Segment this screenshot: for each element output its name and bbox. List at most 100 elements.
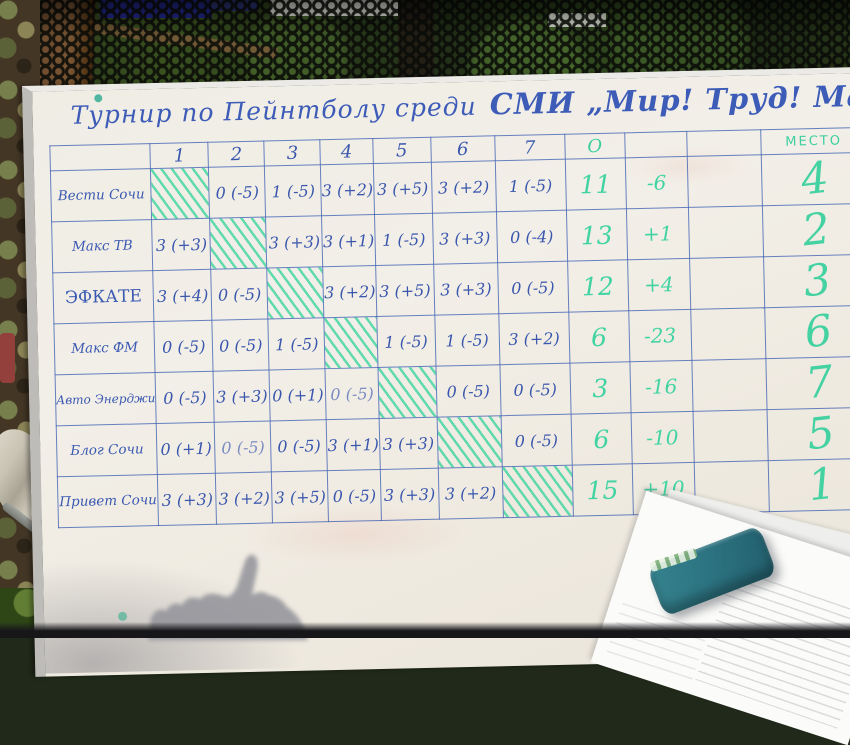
result-cell: 0 (-5)	[270, 419, 328, 472]
place-cell: 6	[764, 305, 850, 359]
result-cell: 3 (+4)	[153, 269, 213, 322]
result-cell: 3 (+3)	[379, 468, 440, 521]
result-cell: 0 (+1)	[269, 368, 327, 421]
points-cell: 6	[570, 412, 632, 466]
title-part1: Турнир по Пейнтболу среди	[70, 91, 477, 130]
diff-cell: -6	[624, 156, 689, 209]
result-cell: 0 (-5)	[214, 420, 272, 474]
result-cell: 3 (+3)	[157, 473, 217, 526]
diff-cell: +4	[627, 258, 691, 311]
result-cell: 3 (+3)	[213, 369, 271, 423]
result-cell: 1 (-5)	[268, 317, 326, 370]
result-cell: 0 (-5)	[155, 371, 215, 424]
place-value: 7	[802, 356, 836, 410]
team-name: Макс ФМ	[53, 321, 156, 375]
result-cell: 3 (+1)	[321, 214, 376, 267]
spare-cell	[690, 307, 766, 361]
points-cell: 12	[567, 259, 629, 313]
team-name: Блог Сочи	[56, 423, 158, 477]
result-cell: 3 (+5)	[271, 470, 329, 523]
result-cell: 0 (-5)	[497, 261, 569, 314]
result-cell: 0 (-5)	[211, 267, 269, 321]
points-cell: 6	[568, 310, 630, 364]
result-cell: 0 (-5)	[500, 414, 572, 467]
result-cell: 1 (-5)	[264, 164, 322, 218]
place-value: 1	[805, 458, 838, 512]
round-header: 3	[264, 139, 321, 167]
printed-text-lines	[604, 602, 709, 688]
spare-cell	[686, 154, 763, 208]
round-header: 4	[320, 138, 374, 165]
place-cell: 1	[767, 458, 850, 512]
spare-cell	[689, 256, 765, 310]
place-value: 6	[801, 305, 835, 359]
result-cell: 1 (-5)	[495, 159, 567, 212]
result-cell: 3 (+5)	[373, 162, 433, 215]
points-cell: 13	[566, 208, 628, 262]
self-cell	[324, 316, 378, 369]
result-cell: 3 (+2)	[323, 265, 377, 318]
round-header: 5	[372, 137, 432, 164]
result-cell: 3 (+2)	[320, 163, 375, 216]
team-name: Привет Сочи	[57, 474, 159, 528]
score-table: 1 2 3 4 5 6 7 О МЕСТО Вести Сочи 0 (-5) …	[49, 127, 850, 528]
spare-cell	[691, 358, 767, 412]
place-cell: 4	[760, 152, 850, 206]
place-value: 4	[798, 152, 831, 206]
round-header: 1	[150, 142, 209, 169]
result-cell: 1 (-5)	[376, 315, 436, 368]
place-value: 5	[803, 407, 837, 461]
result-cell: 3 (+3)	[432, 211, 498, 265]
result-cell: 0 (-5)	[435, 364, 501, 418]
corner-cell	[49, 143, 151, 171]
place-value: 2	[799, 203, 832, 257]
diff-cell: +1	[626, 207, 690, 260]
photographer-hand-shadow	[148, 554, 308, 640]
result-cell: 3 (+3)	[151, 218, 212, 271]
points-cell: 3	[569, 361, 631, 415]
result-cell: 3 (+2)	[498, 312, 570, 365]
result-cell: 0 (+1)	[156, 422, 216, 475]
result-cell: 0 (-5)	[327, 469, 382, 522]
result-cell: 0 (-5)	[154, 320, 214, 373]
self-cell	[377, 366, 437, 419]
result-cell: 3 (+3)	[265, 215, 324, 268]
diff-cell: -10	[630, 411, 694, 464]
place-cell: 3	[763, 254, 850, 308]
team-name: Макс ТВ	[51, 219, 154, 273]
place-header: МЕСТО	[760, 127, 850, 155]
place-cell: 7	[765, 356, 850, 410]
team-name: Авто Энерджи	[55, 372, 157, 426]
points-cell: 15	[571, 463, 634, 517]
round-header: 7	[494, 134, 565, 161]
place-cell: 2	[762, 203, 850, 257]
self-cell	[501, 465, 574, 518]
result-cell: 0 (-5)	[212, 318, 270, 372]
self-cell	[150, 167, 210, 220]
result-cell: 0 (-5)	[325, 367, 379, 420]
result-cell: 3 (+3)	[433, 262, 499, 316]
round-header: 2	[208, 141, 265, 168]
points-header: О	[564, 132, 625, 160]
self-cell	[436, 415, 502, 469]
result-cell: 1 (-5)	[374, 213, 434, 266]
team-name: ЭФКАТЕ	[52, 270, 155, 324]
result-cell: 0 (-5)	[499, 363, 571, 416]
result-cell: 3 (+3)	[378, 417, 438, 470]
diff-cell: -23	[628, 309, 692, 362]
spare-header	[686, 129, 761, 157]
points-cell: 11	[564, 157, 627, 211]
result-cell: 3 (+5)	[375, 264, 435, 317]
diff-header	[624, 131, 687, 158]
result-cell: 0 (-5)	[208, 166, 266, 219]
bottom-dark-edge	[0, 622, 850, 638]
result-cell: 3 (+1)	[326, 418, 380, 471]
team-name: Вести Сочи	[50, 168, 152, 222]
self-cell	[267, 266, 325, 319]
result-cell: 3 (+2)	[215, 471, 273, 525]
red-object	[0, 333, 15, 383]
round-header: 6	[430, 135, 496, 163]
spare-cell	[692, 409, 768, 463]
diff-cell: -16	[629, 360, 693, 413]
